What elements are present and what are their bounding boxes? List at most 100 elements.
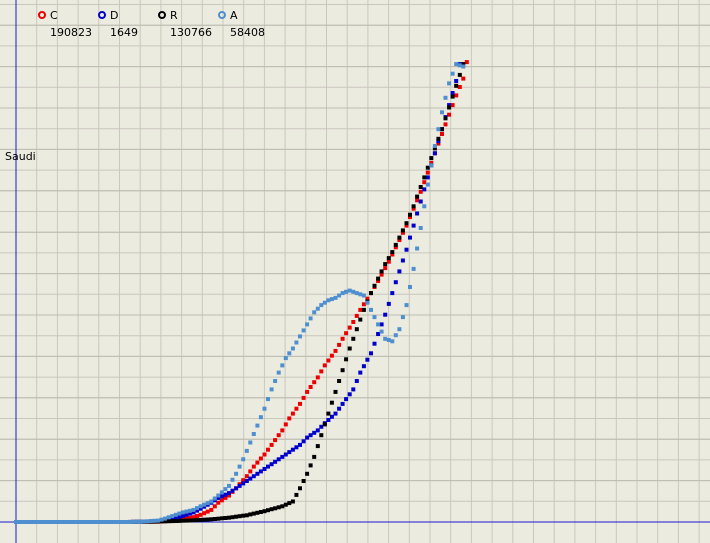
- data-point: [46, 520, 50, 524]
- data-point: [148, 519, 153, 524]
- data-point: [436, 136, 441, 141]
- data-point: [49, 520, 54, 524]
- data-point: [365, 296, 370, 301]
- data-point: [251, 474, 256, 479]
- data-point: [369, 307, 373, 312]
- data-point: [369, 291, 373, 296]
- data-point: [195, 518, 199, 523]
- legend-value-c: 190823: [50, 26, 92, 39]
- data-point: [383, 336, 388, 341]
- data-point: [237, 514, 242, 519]
- data-point: [418, 226, 423, 230]
- data-point: [354, 327, 359, 332]
- data-point: [404, 223, 409, 228]
- series-a: [14, 62, 466, 524]
- data-point: [312, 430, 317, 435]
- data-point: [454, 62, 459, 67]
- legend-value-r: 130766: [170, 26, 212, 39]
- data-point: [308, 316, 313, 321]
- data-point: [322, 363, 327, 368]
- data-point: [301, 479, 306, 483]
- data-point: [177, 518, 182, 523]
- data-point: [170, 516, 175, 521]
- data-point: [351, 320, 356, 324]
- data-point: [365, 357, 370, 362]
- data-point: [379, 272, 384, 277]
- data-point: [248, 469, 253, 474]
- data-point: [138, 519, 143, 524]
- data-point: [390, 339, 395, 344]
- data-point: [216, 516, 221, 521]
- data-point: [262, 452, 267, 457]
- data-point: [266, 464, 270, 469]
- data-point: [56, 520, 61, 524]
- data-point: [436, 141, 441, 146]
- data-point: [251, 464, 256, 469]
- data-point: [223, 492, 228, 497]
- data-point: [461, 62, 466, 67]
- data-point: [159, 517, 164, 522]
- legend-marker-c: [38, 11, 46, 19]
- data-point: [301, 395, 306, 400]
- data-point: [411, 204, 416, 209]
- data-point: [404, 247, 409, 252]
- data-point: [152, 518, 157, 523]
- data-point: [287, 450, 292, 455]
- data-point: [223, 495, 228, 500]
- data-point: [209, 507, 214, 512]
- data-point: [404, 221, 409, 226]
- data-point: [230, 515, 235, 520]
- data-point: [305, 389, 310, 394]
- data-point: [415, 194, 420, 199]
- data-point: [305, 322, 310, 327]
- data-point: [340, 401, 345, 406]
- data-point: [24, 520, 29, 524]
- data-point: [290, 499, 295, 504]
- data-point: [234, 486, 239, 491]
- data-point: [301, 439, 306, 444]
- data-point: [344, 289, 349, 294]
- data-point: [163, 516, 168, 521]
- data-point: [386, 338, 391, 342]
- data-point: [337, 342, 342, 347]
- data-point: [450, 71, 455, 76]
- data-point: [273, 438, 278, 443]
- data-point: [273, 379, 278, 383]
- data-point: [294, 492, 299, 497]
- data-point: [14, 520, 18, 524]
- data-point: [298, 442, 302, 447]
- data-point: [173, 519, 178, 523]
- data-point: [326, 418, 331, 422]
- data-point: [319, 303, 324, 308]
- data-point: [447, 81, 452, 86]
- data-point: [322, 300, 327, 305]
- data-point: [191, 515, 196, 520]
- data-point: [422, 180, 427, 185]
- data-point: [99, 520, 104, 524]
- data-point: [329, 297, 334, 302]
- data-point: [432, 151, 437, 156]
- data-point: [422, 175, 427, 180]
- data-point: [429, 160, 434, 165]
- data-point: [354, 379, 359, 383]
- data-point: [177, 515, 182, 520]
- data-point: [408, 235, 412, 240]
- data-point: [319, 369, 324, 374]
- data-point: [244, 474, 249, 479]
- legend-marker-d: [98, 11, 106, 19]
- data-point: [280, 454, 285, 459]
- data-point: [191, 518, 196, 523]
- data-point: [116, 520, 121, 524]
- data-point: [227, 515, 231, 520]
- data-point: [425, 165, 430, 170]
- data-point: [244, 479, 249, 483]
- data-point: [294, 340, 299, 345]
- data-point: [422, 204, 427, 209]
- data-point: [290, 346, 295, 351]
- data-point: [415, 246, 420, 251]
- data-point: [234, 514, 239, 519]
- data-point: [351, 289, 356, 294]
- data-point: [379, 269, 384, 274]
- data-point: [251, 432, 256, 436]
